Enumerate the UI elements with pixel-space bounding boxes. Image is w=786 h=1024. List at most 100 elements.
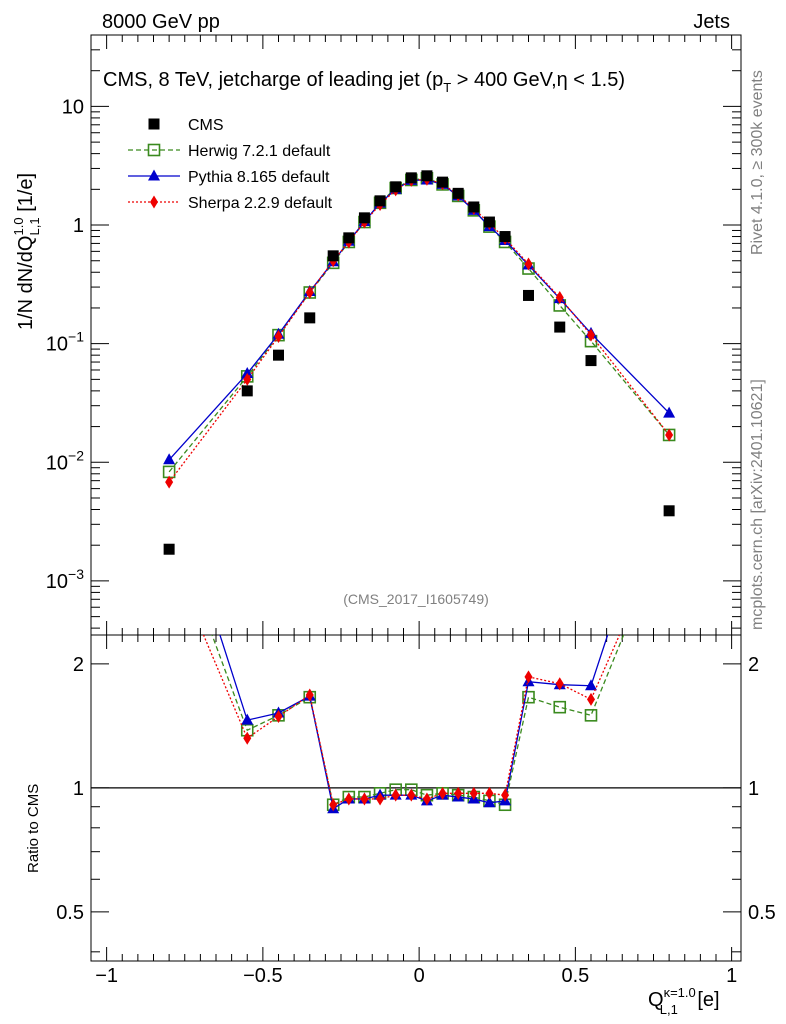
herwig-ratio-point (522, 690, 535, 704)
legend-herwig-marker (147, 143, 161, 157)
herwig-ratio-point (164, 513, 175, 524)
x-axis-ticks: −1 −0.5 0 0.5 1 (95, 35, 737, 987)
x-axis-label-sub: L,1 (660, 1002, 678, 1017)
y-tick-label-exp: −2 (68, 447, 84, 463)
header-right: Jets (693, 11, 730, 33)
y-tick-label: 10 (62, 96, 84, 118)
ratio-tick-label: 0.5 (56, 902, 84, 924)
cms-point (585, 355, 597, 367)
pythia-ratio-point (663, 441, 675, 452)
cms-point (554, 321, 566, 333)
legend-sherpa-marker (150, 195, 158, 209)
herwig-ratio-point (584, 709, 598, 722)
sherpa-ratio-point (469, 786, 478, 800)
sherpa-ratio-point (438, 786, 447, 800)
herwig-ratio-line (211, 635, 625, 806)
cms-point (343, 232, 355, 244)
x-axis-label-post: [e] (692, 989, 720, 1011)
legend-pythia-label: Pythia 8.165 default (188, 169, 330, 186)
cms-point (327, 250, 339, 262)
pythia-point (241, 367, 254, 379)
ratio-plot-frame (90, 634, 742, 962)
main-series-layer (162, 170, 676, 555)
y-tick-label: 10−1 (46, 329, 84, 356)
sherpa-point (243, 372, 252, 386)
cms-point (374, 195, 386, 207)
cms-point (499, 231, 511, 243)
ratio-axis-ticks: 2 2 1 1 0.5 0.5 (56, 654, 776, 953)
y-tick-label-base: 10 (46, 334, 68, 356)
cms-point (452, 187, 464, 199)
sherpa-ratio-point (665, 516, 673, 529)
x-tick-label: 1 (726, 965, 737, 987)
sherpa-point (524, 257, 533, 271)
x-axis-label-sup: κ=1.0 (664, 985, 696, 1000)
cms-point (241, 385, 253, 397)
legend-pythia-marker (148, 169, 160, 181)
sherpa-point (274, 329, 283, 343)
sherpa-ratio-point (407, 788, 416, 802)
pythia-ratio-point (241, 713, 254, 725)
cms-point (523, 289, 534, 301)
cms-point (304, 312, 316, 324)
legend-cms-marker (148, 118, 160, 130)
pythia-ratio-point (585, 679, 597, 691)
herwig-ratio-point (553, 700, 567, 714)
x-axis-label-main: Q (648, 989, 664, 1011)
sherpa-main-line (168, 178, 670, 483)
herwig-main-line (168, 177, 670, 473)
pythia-ratio-point (483, 796, 496, 808)
y-tick-label: 1 (73, 215, 84, 237)
sherpa-ratio-point (305, 688, 314, 702)
sherpa-ratio-point (344, 792, 353, 806)
analysis-id: (CMS_2017_I1605749) (343, 591, 489, 607)
y-tick-label: 10−3 (46, 566, 84, 593)
y-tick-label-exp: −3 (68, 566, 84, 582)
cms-point (405, 172, 417, 184)
x-tick-label: 0 (414, 965, 425, 987)
x-tick-label: −0.5 (243, 965, 282, 987)
y-tick-label-exp: −1 (68, 329, 84, 345)
legend-sherpa-label: Sherpa 2.2.9 default (188, 195, 333, 212)
y-axis-label-sup: 1.0 (11, 217, 26, 235)
sherpa-ratio-point (485, 786, 494, 800)
ratio-tick-label-right: 2 (748, 654, 759, 676)
y-axis-label: 1/N dN/dQ1.0L,1 [1/e] (11, 173, 42, 330)
mcplots-label: mcplots.cern.ch [arXiv:2401.10621] (749, 379, 766, 630)
sherpa-ratio-point (376, 792, 385, 806)
ratio-axis-label: Ratio to CMS (25, 784, 42, 873)
y-axis-label-pre: 1/N dN/dQ (15, 236, 37, 330)
rivet-label: Rivet 4.1.0, ≥ 300k events (749, 70, 766, 255)
cms-point (163, 543, 175, 555)
sherpa-ratio-point (274, 710, 283, 724)
pythia-point (663, 406, 676, 418)
ratio-tick-label-right: 0.5 (748, 902, 776, 924)
sherpa-ratio-point (454, 786, 463, 800)
ratio-tick-label-right: 1 (748, 778, 759, 800)
cms-point (483, 216, 495, 228)
legend-cms-label: CMS (188, 117, 224, 134)
plot-title-pre: CMS, 8 TeV, jetcharge of leading jet (p (103, 69, 443, 91)
header-left: 8000 GeV pp (102, 11, 220, 33)
sherpa-ratio-point (329, 798, 338, 812)
sherpa-ratio-point (243, 731, 252, 745)
cms-point (663, 505, 675, 517)
x-tick-label: 0.5 (561, 965, 589, 987)
pythia-point (163, 453, 176, 465)
cms-point (421, 170, 433, 182)
sherpa-point (165, 475, 174, 489)
ratio-tick-label: 2 (73, 654, 84, 676)
x-axis-label: Qκ=1.0 L,1 [e] (648, 985, 720, 1017)
sherpa-point (305, 285, 314, 299)
sherpa-ratio-point (501, 788, 510, 802)
cms-point (273, 349, 284, 361)
legend: CMS Herwig 7.2.1 default Pythia 8.165 defa… (128, 117, 333, 212)
sherpa-ratio-point (422, 792, 431, 806)
sherpa-ratio-point (391, 788, 400, 802)
sherpa-point (587, 328, 595, 342)
sherpa-ratio-point (524, 670, 533, 684)
sherpa-ratio-point (555, 677, 564, 691)
y-tick-label-base: 10 (46, 571, 68, 593)
